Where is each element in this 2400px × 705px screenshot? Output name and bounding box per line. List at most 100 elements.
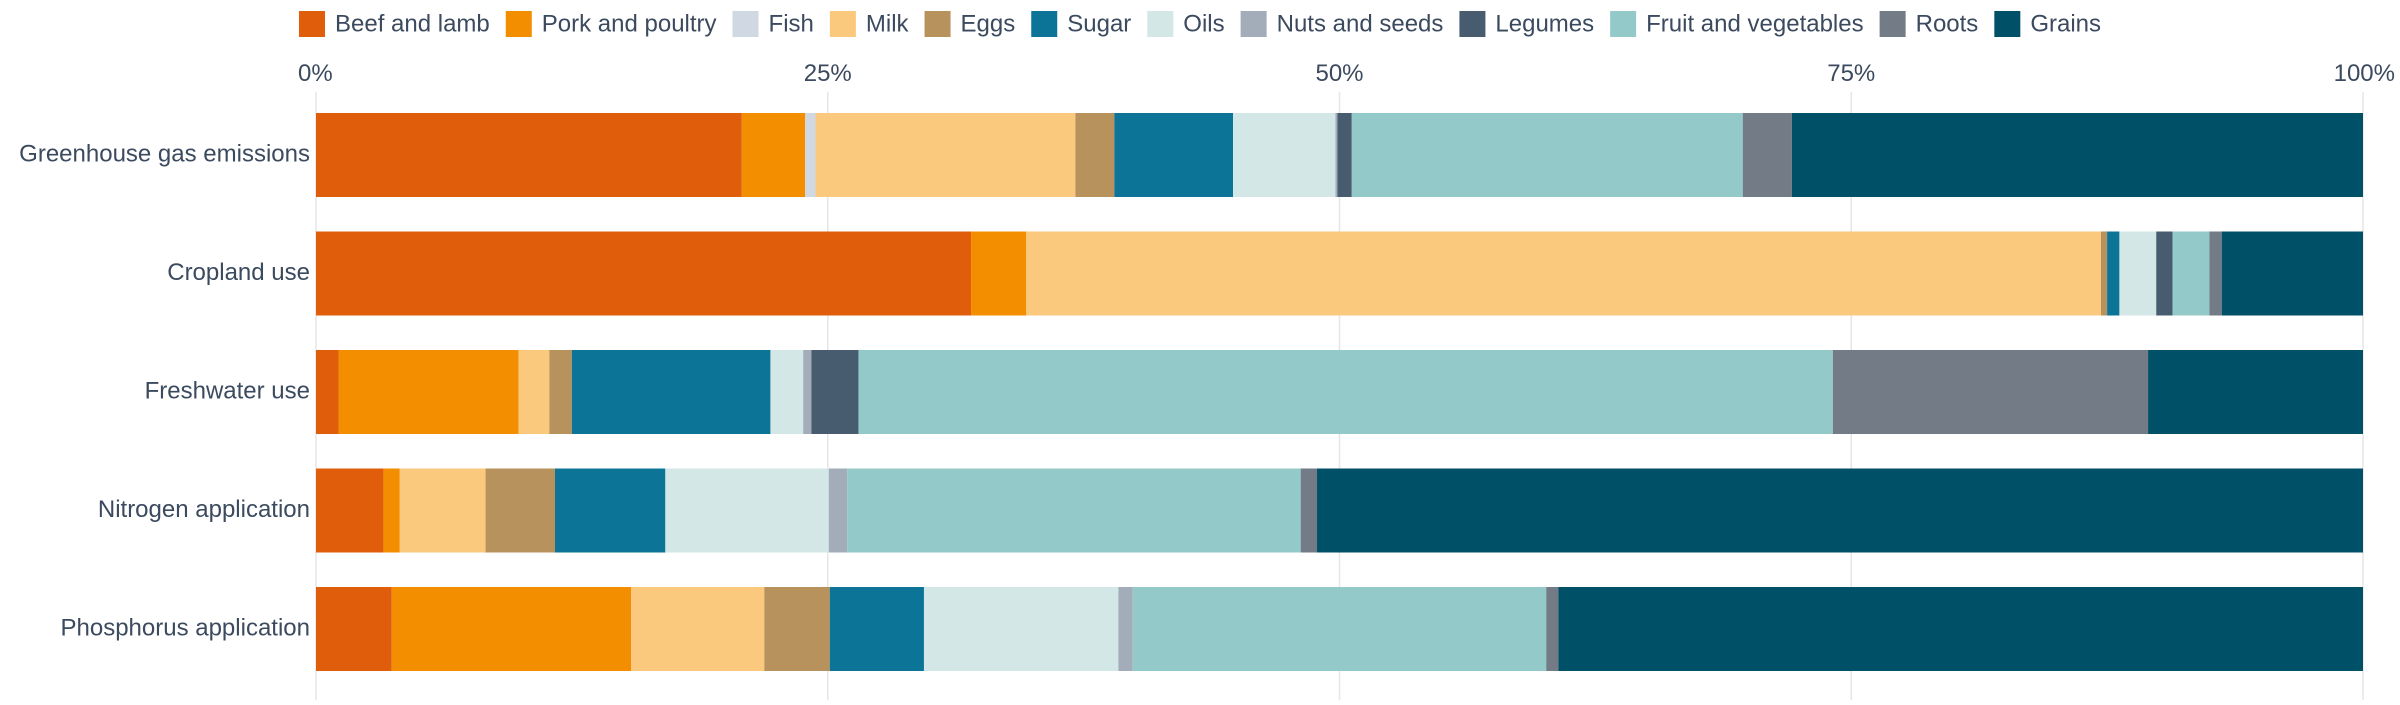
bar-segment-phosphorus-application-roots (1546, 587, 1559, 671)
legend-label: Nuts and seeds (1277, 10, 1444, 37)
bar-segment-nitrogen-application-beef-and-lamb (316, 468, 384, 553)
x-tick-label: 75% (1827, 60, 1875, 87)
category-label-nitrogen-application: Nitrogen application (98, 496, 310, 523)
legend-item-sugar: Sugar (1031, 10, 1131, 37)
category-label-greenhouse-gas-emissions: Greenhouse gas emissions (19, 140, 310, 167)
legend-swatch (732, 11, 759, 37)
bar-segment-phosphorus-application-sugar (829, 587, 924, 671)
legend-item-fruit-and-vegetables: Fruit and vegetables (1610, 10, 1864, 37)
bar-segment-greenhouse-gas-emissions-nuts-and-seeds (1335, 113, 1338, 197)
x-tick-label: 100% (2334, 60, 2395, 87)
legend: Beef and lamb Pork and poultry Fish Milk Egg… (298, 10, 2101, 37)
legend-swatch (1610, 11, 1637, 37)
bar-segment-freshwater-use-beef-and-lamb (316, 350, 339, 434)
bar-segment-nitrogen-application-milk (399, 468, 486, 553)
bar-segment-nitrogen-application-oils (665, 468, 829, 553)
legend-item-beef-and-lamb: Beef and lamb (298, 10, 490, 37)
x-tick-label: 0% (298, 60, 333, 87)
legend-label: Roots (1916, 10, 1979, 37)
legend-label: Pork and poultry (542, 10, 717, 37)
legend-swatch (1459, 11, 1486, 37)
legend-swatch (924, 11, 951, 37)
x-axis-ticks: 0% 25% 50% 75% 100% (298, 60, 2395, 87)
legend-label: Milk (866, 10, 910, 37)
legend-swatch (1240, 11, 1267, 37)
x-tick-label: 25% (804, 60, 852, 87)
bar-segment-cropland-use-grains (2221, 231, 2363, 316)
legend-label: Fruit and vegetables (1646, 10, 1863, 37)
bar-segment-cropland-use-legumes (2156, 231, 2173, 316)
bar-segment-freshwater-use-fruit-and-vegetables (858, 350, 1833, 434)
category-label-phosphorus-application: Phosphorus application (60, 614, 310, 641)
legend-label: Beef and lamb (335, 10, 490, 37)
bar-segment-phosphorus-application-eggs (764, 587, 830, 671)
bar-segment-freshwater-use-sugar (571, 350, 771, 434)
legend-item-roots: Roots (1879, 10, 1979, 37)
bar-segment-nitrogen-application-nuts-and-seeds (828, 468, 848, 553)
bar-segment-nitrogen-application-grains (1317, 468, 2363, 553)
bar-segment-phosphorus-application-fruit-and-vegetables (1132, 587, 1547, 671)
bars (316, 113, 2363, 671)
legend-item-eggs: Eggs (924, 10, 1015, 37)
legend-item-milk: Milk (829, 10, 910, 37)
bar-segment-greenhouse-gas-emissions-beef-and-lamb (316, 113, 742, 197)
bar-segment-greenhouse-gas-emissions-pork-and-poultry (741, 113, 806, 197)
category-labels: Greenhouse gas emissions Cropland use Fres… (19, 140, 310, 641)
bar-segment-phosphorus-application-pork-and-poultry (391, 587, 632, 671)
bar-segment-greenhouse-gas-emissions-grains (1791, 113, 2363, 197)
bar-segment-freshwater-use-eggs (549, 350, 572, 434)
bar-segment-phosphorus-application-nuts-and-seeds (1118, 587, 1133, 671)
bar-segment-freshwater-use-roots (1832, 350, 2149, 434)
bar-segment-phosphorus-application-oils (923, 587, 1119, 671)
bar-segment-phosphorus-application-beef-and-lamb (316, 587, 392, 671)
bar-segment-cropland-use-pork-and-poultry (971, 231, 1027, 316)
legend-item-fish: Fish (732, 10, 814, 37)
bar-segment-cropland-use-eggs (2100, 231, 2108, 316)
legend-label: Grains (2030, 10, 2101, 37)
bar-segment-phosphorus-application-milk (631, 587, 765, 671)
bar-segment-greenhouse-gas-emissions-milk (815, 113, 1076, 197)
legend-label: Sugar (1067, 10, 1131, 37)
bar-segment-phosphorus-application-grains (1558, 587, 2363, 671)
legend-item-nuts-and-seeds: Nuts and seeds (1240, 10, 1444, 37)
bar-segment-nitrogen-application-fruit-and-vegetables (847, 468, 1301, 553)
bar-segment-cropland-use-beef-and-lamb (316, 231, 972, 316)
legend-item-oils: Oils (1147, 10, 1225, 37)
bar-segment-greenhouse-gas-emissions-oils (1233, 113, 1336, 197)
legend-swatch (829, 11, 856, 37)
bar-segment-nitrogen-application-eggs (485, 468, 556, 553)
legend-label: Fish (769, 10, 814, 37)
bar-segment-freshwater-use-legumes (811, 350, 859, 434)
bar-segment-freshwater-use-milk (518, 350, 550, 434)
category-label-cropland-use: Cropland use (167, 259, 310, 286)
bar-segment-cropland-use-roots (2209, 231, 2222, 316)
bar-segment-greenhouse-gas-emissions-roots (1742, 113, 1792, 197)
legend-item-grains: Grains (1994, 10, 2101, 37)
legend-swatch (298, 11, 325, 37)
legend-swatch (1879, 11, 1906, 37)
legend-swatch (1147, 11, 1174, 37)
bar-segment-cropland-use-oils (2119, 231, 2157, 316)
bar-segment-cropland-use-sugar (2107, 231, 2120, 316)
bar-segment-greenhouse-gas-emissions-eggs (1075, 113, 1115, 197)
legend-label: Legumes (1495, 10, 1594, 37)
bar-segment-freshwater-use-oils (770, 350, 804, 434)
legend-swatch (1031, 11, 1058, 37)
legend-swatch (505, 11, 532, 37)
bar-segment-greenhouse-gas-emissions-fruit-and-vegetables (1351, 113, 1743, 197)
x-tick-label: 50% (1315, 60, 1363, 87)
bar-segment-greenhouse-gas-emissions-legumes (1337, 113, 1352, 197)
bar-segment-greenhouse-gas-emissions-sugar (1114, 113, 1234, 197)
legend-label: Oils (1183, 10, 1224, 37)
bar-segment-greenhouse-gas-emissions-fish (805, 113, 816, 197)
legend-item-legumes: Legumes (1459, 10, 1594, 37)
bar-segment-freshwater-use-nuts-and-seeds (803, 350, 812, 434)
bar-segment-nitrogen-application-sugar (555, 468, 666, 553)
category-label-freshwater-use: Freshwater use (145, 377, 310, 404)
bar-segment-nitrogen-application-pork-and-poultry (383, 468, 400, 553)
bar-segment-cropland-use-fruit-and-vegetables (2172, 231, 2210, 316)
bar-segment-nitrogen-application-roots (1300, 468, 1318, 553)
bar-segment-freshwater-use-pork-and-poultry (338, 350, 519, 434)
